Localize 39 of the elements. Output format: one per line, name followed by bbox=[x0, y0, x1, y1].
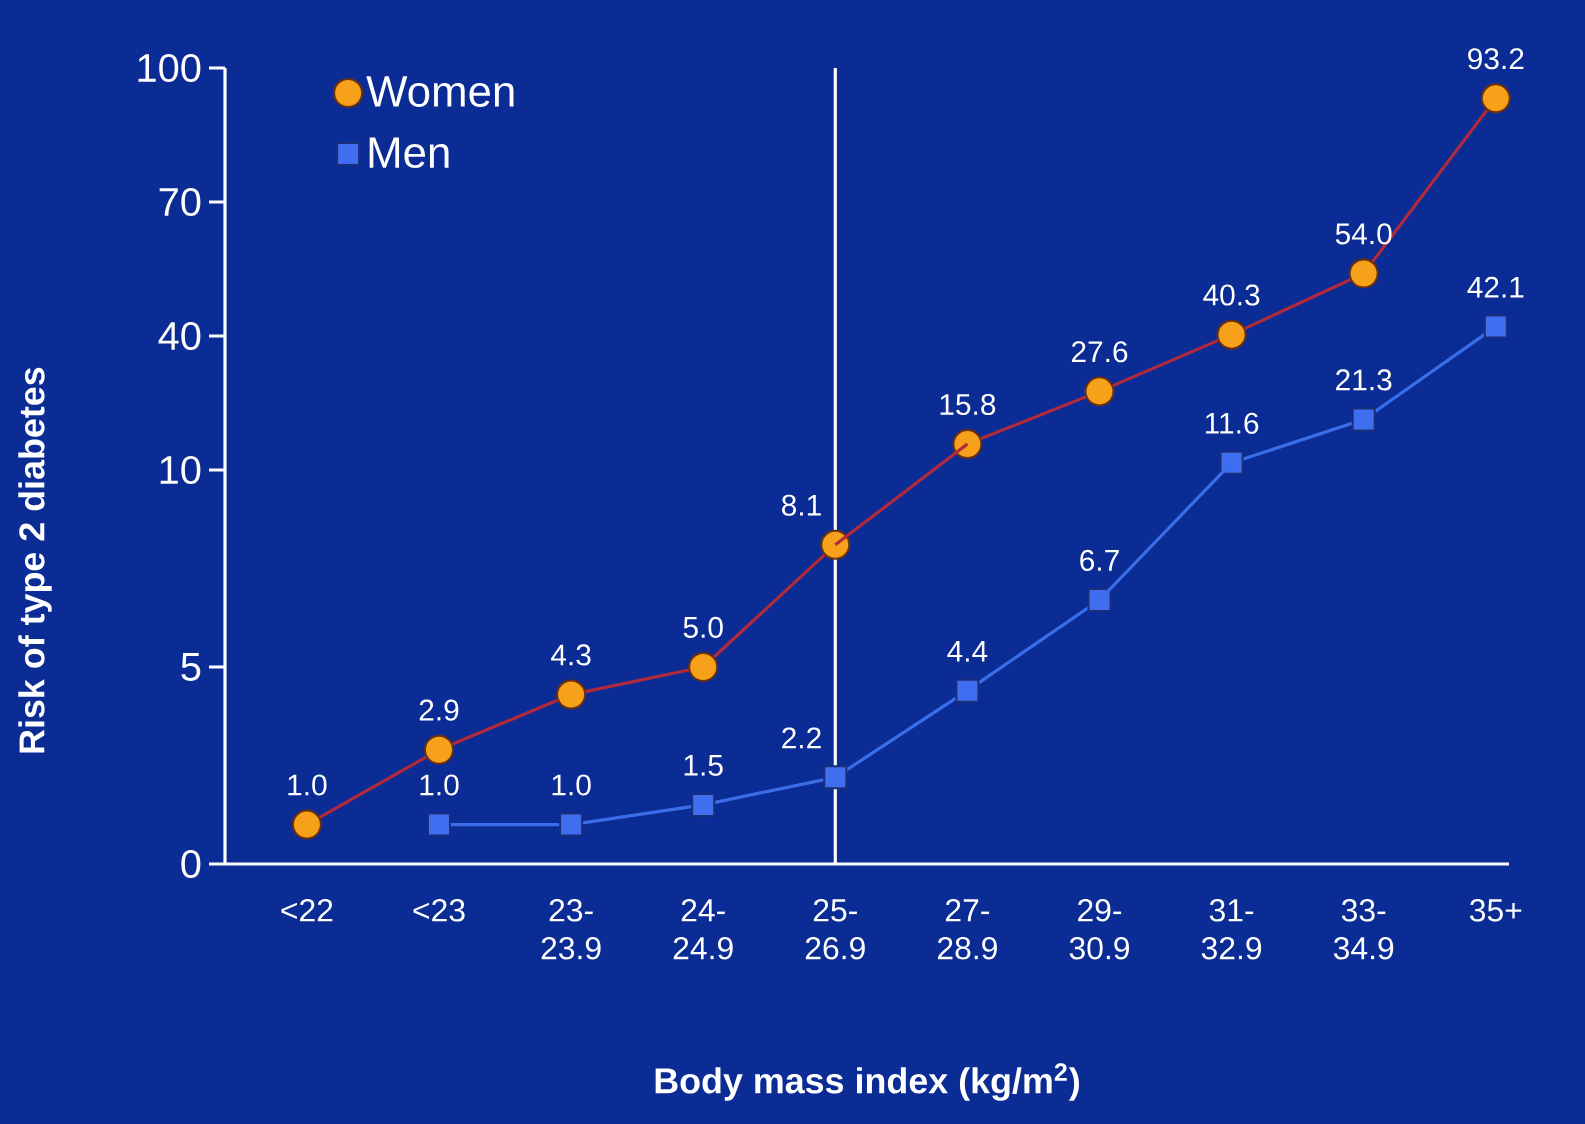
y-tick-label: 100 bbox=[138, 53, 201, 83]
x-tick-label: <23 bbox=[413, 899, 465, 922]
x-tick-label: <22 bbox=[281, 899, 333, 922]
data-label: 1.0 bbox=[552, 774, 591, 796]
data-label: 6.7 bbox=[1080, 549, 1119, 571]
legend-label: Men bbox=[369, 137, 449, 169]
x-tick-label: 23-23.9 bbox=[541, 899, 601, 960]
data-label: 15.8 bbox=[940, 393, 996, 416]
legend-label: Women bbox=[366, 76, 514, 107]
data-label: 1.0 bbox=[420, 774, 459, 796]
data-label: 8.1 bbox=[782, 494, 821, 516]
data-label: 4.3 bbox=[551, 644, 591, 666]
x-axis-title: Body mass index (kg/m$^{2}$) bbox=[655, 1063, 1079, 1101]
data-label: 27.6 bbox=[1071, 341, 1128, 363]
data-label: 21.3 bbox=[1336, 369, 1392, 391]
data-label: 93.2 bbox=[1468, 48, 1524, 70]
y-tick-label: 5 bbox=[181, 653, 201, 681]
x-tick-label: 25-26.9 bbox=[805, 899, 865, 960]
data-label: 2.2 bbox=[782, 727, 821, 749]
x-tick-label: 27-28.9 bbox=[937, 899, 997, 960]
data-label: 11.6 bbox=[1205, 412, 1259, 434]
x-tick-label: 31-32.9 bbox=[1201, 899, 1262, 960]
x-tick-label: 24-24.9 bbox=[673, 899, 733, 960]
x-tick-label: 33-34.9 bbox=[1333, 899, 1394, 960]
data-label: 1.5 bbox=[684, 755, 723, 776]
x-tick-label: 29-30.9 bbox=[1069, 899, 1129, 960]
data-label: 5.0 bbox=[683, 616, 723, 638]
y-tick-label: 0 bbox=[181, 849, 201, 879]
y-tick-label: 10 bbox=[160, 455, 201, 485]
data-label: 40.3 bbox=[1203, 284, 1260, 306]
y-tick-label: 70 bbox=[159, 187, 201, 217]
data-label: 4.4 bbox=[947, 641, 988, 662]
y-tick-label: 40 bbox=[158, 321, 201, 351]
data-label: 42.1 bbox=[1467, 276, 1524, 298]
data-label: 2.9 bbox=[419, 699, 459, 721]
x-tick-label: 35+ bbox=[1469, 899, 1522, 922]
data-label: 1.0 bbox=[288, 774, 327, 796]
y-axis-title: Risk of type 2 diabetes bbox=[18, 367, 52, 753]
data-label: 54.0 bbox=[1335, 223, 1392, 245]
